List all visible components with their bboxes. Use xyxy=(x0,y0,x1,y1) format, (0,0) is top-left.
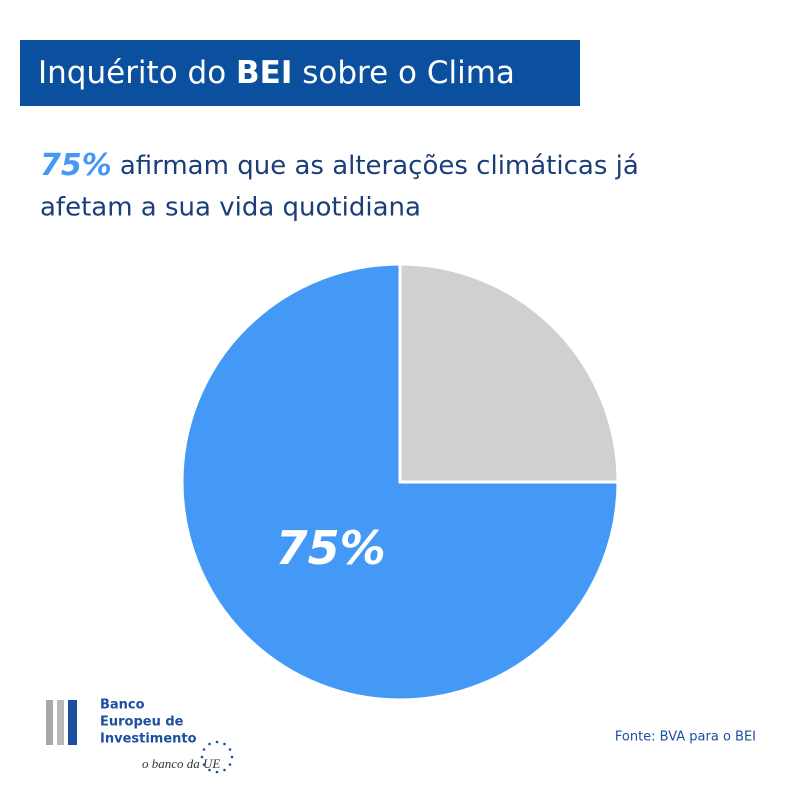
pie: 75% xyxy=(180,262,620,702)
logo-tagline: o banco da UE xyxy=(142,756,220,771)
star xyxy=(202,763,206,766)
logo-bar xyxy=(57,700,64,745)
logo-text: Banco xyxy=(100,698,145,713)
subtitle-highlight: 75% xyxy=(40,148,112,183)
title: Inquérito do BEI sobre o Clima xyxy=(38,55,515,91)
logo-stars xyxy=(200,740,234,774)
subtitle-line: afetam a sua vida quotidiana xyxy=(40,193,421,223)
star xyxy=(215,770,219,774)
star xyxy=(223,742,226,746)
pie-slice xyxy=(398,262,620,484)
star xyxy=(228,763,232,766)
logo-bar xyxy=(68,700,77,745)
star xyxy=(202,748,206,751)
star xyxy=(208,742,211,746)
logo-bar xyxy=(46,700,53,745)
star xyxy=(223,768,226,772)
star xyxy=(230,755,234,759)
title-part: BEI xyxy=(236,55,292,91)
title-part: sobre o Clima xyxy=(292,55,515,91)
star xyxy=(215,740,219,744)
logo-text: Investimento xyxy=(100,732,197,747)
star xyxy=(208,768,211,772)
title-part: Inquérito do xyxy=(38,55,236,91)
subtitle-line: 75% afirmam que as alterações climáticas … xyxy=(40,148,639,183)
source: Fonte: BVA para o BEI xyxy=(615,730,756,745)
star xyxy=(228,748,232,751)
subtitle-text: afirmam que as alterações climáticas já xyxy=(120,151,639,181)
slice-label: 75% xyxy=(276,521,386,575)
logo-text: Europeu de xyxy=(100,715,184,730)
star xyxy=(200,755,204,759)
title-bar xyxy=(20,40,580,106)
logo: Banco Europeu de Investimento o banco da… xyxy=(46,698,234,774)
